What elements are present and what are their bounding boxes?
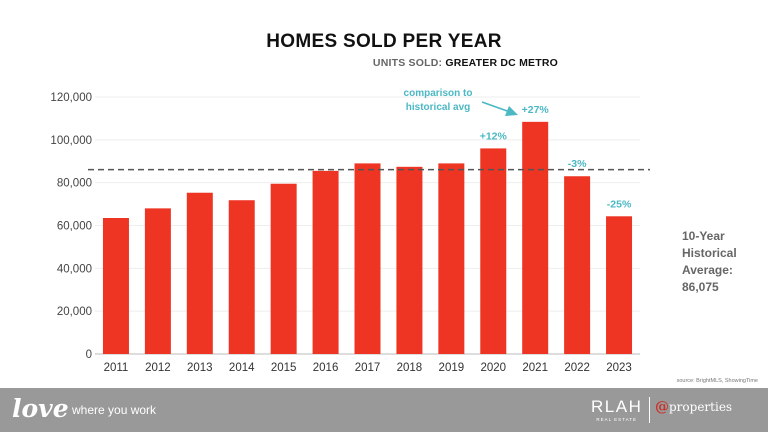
rlah-logo-text: RLAH	[591, 397, 643, 416]
y-tick-label: 120,000	[50, 92, 92, 104]
x-tick-label: 2011	[104, 362, 129, 374]
chart-title: HOMES SOLD PER YEAR	[266, 31, 502, 52]
y-tick-label: 60,000	[57, 221, 92, 233]
avg-note-line2: Historical	[682, 246, 737, 260]
bar-2023	[606, 216, 633, 354]
chart-subtitle: UNITS SOLD: GREATER DC METRO	[373, 57, 558, 69]
bars	[102, 121, 633, 355]
x-tick-label: 2018	[397, 362, 423, 374]
y-tick-label: 0	[86, 349, 92, 361]
x-tick-label: 2023	[606, 362, 632, 374]
x-tick-label: 2019	[439, 362, 465, 374]
footer-tagline: where you work	[72, 403, 157, 417]
avg-note-line3: Average:	[682, 263, 733, 277]
bar-2013	[186, 192, 213, 354]
avg-note-line1: 10-Year	[682, 229, 725, 243]
bar-2022	[564, 176, 591, 354]
bar-2015	[270, 183, 297, 354]
bar-2020	[480, 148, 507, 354]
x-tick-label: 2014	[229, 362, 255, 374]
x-tick-label: 2016	[313, 362, 339, 374]
bar-2019	[438, 163, 465, 354]
subtitle-region: GREATER DC METRO	[445, 57, 558, 69]
historical-average-note: 10-Year Historical Average: 86,075	[682, 228, 762, 296]
bar-chart: 020,00040,00060,00080,000100,000120,000 …	[50, 88, 650, 374]
properties-text: properties	[669, 400, 733, 414]
callout-arrow	[481, 101, 511, 113]
y-tick-label: 40,000	[57, 263, 92, 275]
x-tick-label: 2012	[145, 362, 171, 374]
source-note: source: BrightMLS, ShowingTime	[676, 378, 758, 384]
bar-2021	[522, 121, 549, 355]
bar-2014	[228, 200, 255, 354]
bar-2017	[354, 163, 381, 354]
footer-bar: love where you work RLAH REAL ESTATE @pr…	[0, 388, 768, 432]
callout-text-line2: historical avg	[406, 102, 470, 113]
rlah-logo: RLAH REAL ESTATE	[591, 397, 642, 422]
change-label-2023: -25%	[607, 198, 632, 210]
rlah-logo-subtext: REAL ESTATE	[596, 417, 638, 422]
callout: comparison to historical avg	[404, 88, 518, 116]
x-tick-label: 2015	[271, 362, 297, 374]
x-tick-label: 2020	[480, 362, 506, 374]
logo-divider	[649, 397, 650, 423]
x-tick-label: 2013	[187, 362, 213, 374]
bar-2011	[102, 218, 129, 354]
bar-2018	[396, 166, 423, 354]
subtitle-prefix: UNITS SOLD:	[372, 57, 443, 69]
x-tick-label: 2017	[355, 362, 381, 374]
y-axis-ticks: 0 20,000 40,000 60,000 80,000 100,000 120,000	[50, 92, 92, 361]
at-properties-logo: @properties	[655, 399, 732, 415]
y-tick-label: 100,000	[50, 135, 92, 147]
bar-2016	[312, 170, 339, 354]
x-axis-ticks: 2011 2012 2013 2014 2015 2016 2017 2018 2019 2020…	[104, 362, 632, 374]
change-label-2021: +27%	[522, 104, 550, 116]
change-label-2022: -3%	[568, 158, 587, 170]
y-tick-label: 80,000	[57, 178, 92, 190]
love-logo: love	[12, 394, 69, 423]
x-tick-label: 2022	[564, 362, 590, 374]
at-symbol: @	[655, 399, 669, 415]
avg-note-value: 86,075	[682, 280, 719, 294]
callout-arrowhead	[505, 106, 518, 116]
bar-2012	[144, 208, 171, 354]
annotations: +12% +27% -3% -25%	[480, 104, 632, 210]
x-tick-label: 2021	[522, 362, 548, 374]
change-label-2020: +12%	[480, 130, 508, 142]
callout-text-line1: comparison to	[404, 88, 473, 99]
y-tick-label: 20,000	[57, 306, 92, 318]
